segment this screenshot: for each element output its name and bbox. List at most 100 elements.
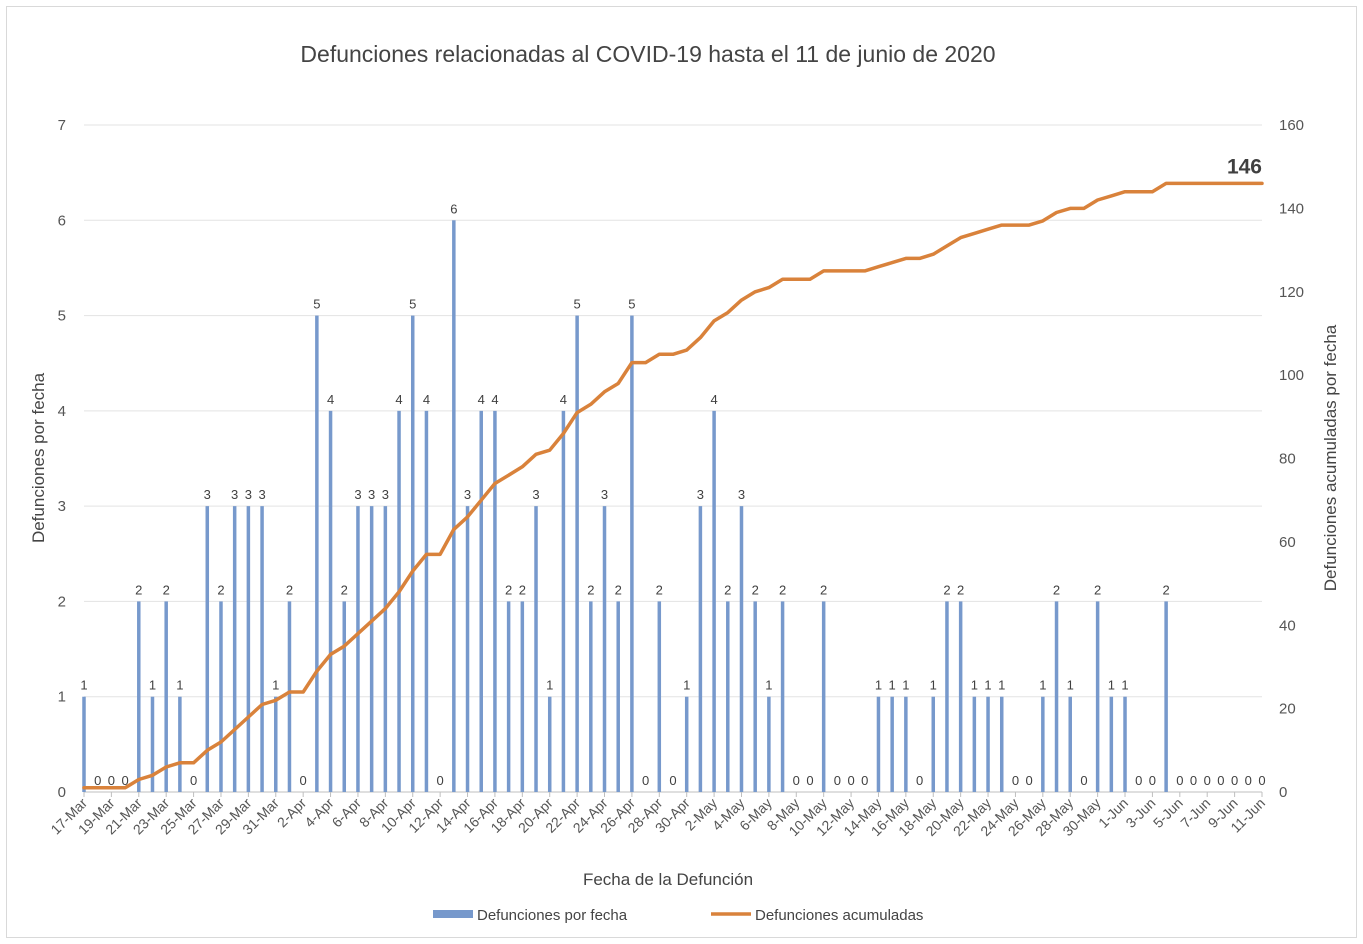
bar-value-label: 0 [300,773,307,788]
bar [137,601,141,792]
bar-value-label: 0 [1176,773,1183,788]
bar-value-label: 1 [889,678,896,693]
bar [82,696,86,792]
bar [575,315,579,792]
bar-value-label: 0 [834,773,841,788]
bar-value-label: 0 [916,773,923,788]
y-axis-right: 0 20 40 60 80 100 120 140 160 [1279,117,1304,801]
y-left-tick-label: 0 [58,784,66,801]
cumulative-line [82,181,1264,790]
y-right-tick-label: 100 [1279,367,1304,384]
bar-value-label: 5 [573,297,580,312]
bar-series [82,220,1168,793]
bar [712,410,716,792]
bar [1068,696,1072,792]
bar [630,315,634,792]
bar-value-label: 0 [1026,773,1033,788]
legend-bar-swatch [433,910,473,918]
bar [698,506,703,792]
bar-value-label: 2 [341,582,348,597]
bar [369,506,374,792]
bar-value-label: 0 [121,773,128,788]
y-left-tick-label: 5 [58,308,66,325]
bar [410,315,415,792]
y-left-tick-label: 2 [58,593,66,610]
x-tick-label: 3-Jun [1122,795,1158,831]
bar [397,410,401,792]
bar [178,696,182,792]
bar-value-label: 4 [560,392,567,407]
bar [342,601,347,792]
y-left-tick-label: 7 [58,117,66,134]
bar [999,696,1004,792]
bar [684,696,689,792]
bar-value-label: 1 [875,678,882,693]
bar-value-label: 1 [683,678,690,693]
gridlines [84,124,1262,793]
bar [465,506,470,792]
bar-value-label: 1 [1121,678,1128,693]
y-left-tick-label: 1 [58,689,66,706]
x-tick-label: 4-Apr [301,795,337,831]
bar [1164,601,1168,792]
bar-value-label: 0 [1135,773,1142,788]
bar-value-label: 0 [793,773,800,788]
x-tick-label: 5-Jun [1150,795,1186,831]
bar [383,506,388,792]
bar [904,696,908,792]
x-tick-label: 7-Jun [1177,795,1213,831]
bar-value-label: 4 [478,392,485,407]
bar-value-label: 1 [272,678,279,693]
bar-value-label: 3 [258,487,265,502]
y-left-tick-label: 4 [58,403,66,420]
bar-value-label: 2 [779,582,786,597]
bar [452,220,456,793]
bar [424,410,429,792]
bar-value-label: 0 [1012,773,1019,788]
bar [274,696,278,792]
x-tick-label: 2-Apr [274,795,310,831]
bar-value-label: 0 [847,773,854,788]
bar-value-label: 1 [1108,678,1115,693]
bar-value-label: 0 [1245,773,1252,788]
bar [753,601,757,792]
bar-value-label: 3 [382,487,389,502]
chart-frame [6,6,1357,938]
bar-value-label: 0 [94,773,101,788]
bar [506,601,511,792]
y-right-tick-label: 160 [1279,117,1304,134]
bar-value-label: 2 [519,582,526,597]
line-end-label: 146 [1227,155,1262,178]
bar [602,506,607,792]
y-right-tick-label: 120 [1279,284,1304,301]
y-left-tick-label: 3 [58,498,66,515]
bar-value-label: 4 [395,392,402,407]
bar-value-label: 6 [450,201,457,216]
bar [561,410,566,792]
x-axis-title: Fecha de la Defunción [583,870,753,889]
line-series [82,181,1264,790]
bar [205,506,210,792]
bar-value-label: 0 [1080,773,1087,788]
bar [945,601,949,792]
bar-value-label: 3 [532,487,539,502]
x-tick-label: 1-Jun [1095,795,1131,831]
bar [958,601,963,792]
bar-value-label: 2 [1094,582,1101,597]
bar [739,506,744,792]
bar-value-label: 0 [108,773,115,788]
bar [1041,696,1045,792]
bar [150,696,155,792]
bar-value-label: 1 [930,678,937,693]
bar-value-label: 1 [765,678,772,693]
bar-value-label: 4 [423,392,430,407]
bar-value-label: 1 [176,678,183,693]
bar-value-label: 2 [943,582,950,597]
bar-value-label: 2 [957,582,964,597]
bar-value-label: 0 [437,773,444,788]
bar [232,506,237,792]
bar-value-label: 0 [1217,773,1224,788]
bar-value-label: 0 [806,773,813,788]
